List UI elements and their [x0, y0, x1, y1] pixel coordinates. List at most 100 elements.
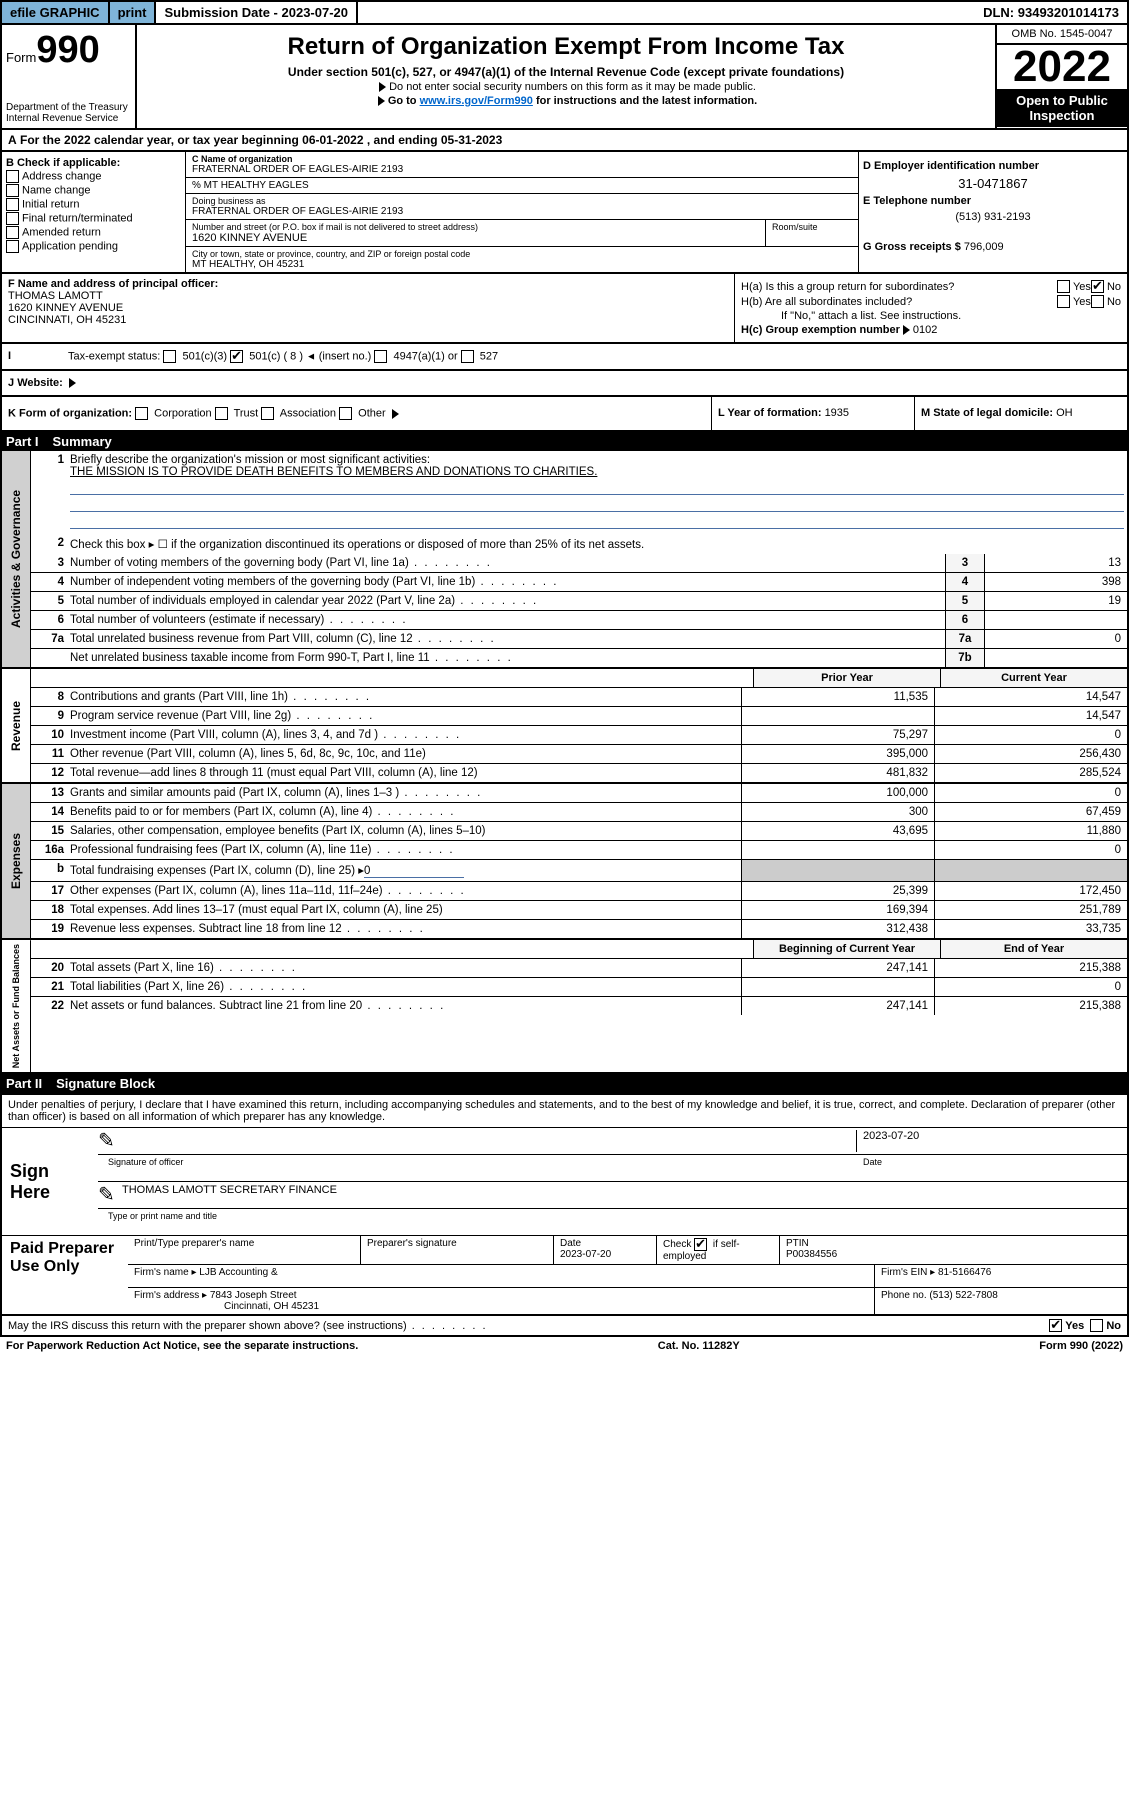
hb-label: H(b) Are all subordinates included? [741, 296, 1057, 308]
print-button[interactable]: print [110, 2, 157, 23]
cell-l: L Year of formation: 1935 [712, 397, 915, 430]
l21-prior [741, 978, 934, 996]
row-j-website: J Website: [0, 371, 1129, 397]
dba-label: Doing business as [192, 196, 852, 206]
l5-val: 19 [984, 592, 1127, 610]
l9-curr: 14,547 [934, 707, 1127, 725]
l8-curr: 14,547 [934, 688, 1127, 706]
checkbox-final[interactable] [6, 212, 19, 225]
side-ag: Activities & Governance [2, 451, 31, 667]
tax-year: 2022 [997, 45, 1127, 89]
formation-year: 1935 [825, 407, 849, 419]
firm-phone-label: Phone no. [881, 1290, 929, 1301]
firm-addr1: 7843 Joseph Street [210, 1290, 297, 1301]
form-word: Form [6, 50, 36, 65]
instr-1: Do not enter social security numbers on … [389, 81, 756, 93]
l22-prior: 247,141 [741, 997, 934, 1015]
header-right: OMB No. 1545-0047 2022 Open to Public In… [995, 25, 1127, 128]
cat-no: Cat. No. 11282Y [658, 1340, 740, 1352]
l16a-prior [741, 841, 934, 859]
final-return-label: Final return/terminated [22, 212, 133, 224]
l12-text: Total revenue—add lines 8 through 11 (mu… [67, 764, 741, 782]
l9-text: Program service revenue (Part VIII, line… [67, 707, 741, 725]
activities-governance: Activities & Governance 1 Briefly descri… [0, 451, 1129, 669]
l10-curr: 0 [934, 726, 1127, 744]
part-1-header: Part I Summary [0, 432, 1129, 451]
row-a-text: For the 2022 calendar year, or tax year … [20, 133, 302, 147]
instr-2b: for instructions and the latest informat… [533, 95, 757, 107]
row-a-mid: , and ending [364, 133, 441, 147]
l16a-text: Professional fundraising fees (Part IX, … [67, 841, 741, 859]
col-b-checkboxes: B Check if applicable: Address change Na… [2, 152, 186, 272]
l8-prior: 11,535 [741, 688, 934, 706]
cb-assoc[interactable] [261, 407, 274, 420]
discuss-no[interactable] [1090, 1319, 1103, 1332]
l13-prior: 100,000 [741, 784, 934, 802]
l19-curr: 33,735 [934, 920, 1127, 938]
ha-yes[interactable] [1057, 280, 1070, 293]
checkbox-initial[interactable] [6, 198, 19, 211]
self-check-label: Check [663, 1239, 691, 1250]
form-title: Return of Organization Exempt From Incom… [141, 33, 991, 61]
arrow-icon [392, 409, 399, 419]
side-rev: Revenue [2, 669, 31, 782]
o-501c3: 501(c)(3) [182, 350, 227, 362]
yes-label: Yes [1073, 281, 1091, 293]
tax-exempt-label: Tax-exempt status: [68, 350, 160, 362]
ha-no[interactable] [1091, 280, 1104, 293]
instr-2a: Go to [388, 95, 420, 107]
part-1-num: Part I [6, 434, 39, 449]
discuss-yes[interactable] [1049, 1319, 1062, 1332]
initial-return-label: Initial return [22, 198, 79, 210]
cb-501c3[interactable] [163, 350, 176, 363]
year-begin: 06-01-2022 [302, 133, 363, 147]
l20-prior: 247,141 [741, 959, 934, 977]
open-to-public: Open to Public Inspection [997, 89, 1127, 127]
officer-name-value: THOMAS LAMOTT SECRETARY FINANCE [122, 1184, 337, 1196]
l17-curr: 172,450 [934, 882, 1127, 900]
col-d-e-g: D Employer identification number 31-0471… [858, 152, 1127, 272]
l13-curr: 0 [934, 784, 1127, 802]
hb-yes[interactable] [1057, 295, 1070, 308]
checkbox-app[interactable] [6, 240, 19, 253]
m-label: M State of legal domicile: [921, 407, 1056, 419]
cb-corp[interactable] [135, 407, 148, 420]
prep-date-value: 2023-07-20 [560, 1249, 611, 1260]
cb-501c[interactable] [230, 350, 243, 363]
assoc-label: Association [280, 407, 336, 419]
l11-text: Other revenue (Part VIII, column (A), li… [67, 745, 741, 763]
col-b-header: B Check if applicable: [6, 157, 120, 169]
l10-prior: 75,297 [741, 726, 934, 744]
cb-other[interactable] [339, 407, 352, 420]
hb-no[interactable] [1091, 295, 1104, 308]
checkbox-address[interactable] [6, 170, 19, 183]
paid-preparer-label: Paid Preparer Use Only [2, 1236, 128, 1314]
l10-text: Investment income (Part VIII, column (A)… [67, 726, 741, 744]
col-f-officer: F Name and address of principal officer:… [2, 274, 734, 342]
dln-label: DLN: [983, 5, 1018, 20]
side-na: Net Assets or Fund Balances [2, 940, 31, 1072]
cb-4947[interactable] [374, 350, 387, 363]
domicile-state: OH [1056, 407, 1073, 419]
website-label: Website: [17, 377, 66, 389]
l7a-val: 0 [984, 630, 1127, 648]
ptin-value: P00384556 [786, 1249, 837, 1260]
checkbox-amended[interactable] [6, 226, 19, 239]
header-center: Return of Organization Exempt From Incom… [137, 25, 995, 128]
city-value: MT HEALTHY, OH 45231 [192, 259, 852, 270]
officer-name: THOMAS LAMOTT [8, 290, 103, 302]
form-990-footer: Form 990 (2022) [1039, 1340, 1123, 1352]
expenses-section: Expenses 13Grants and similar amounts pa… [0, 784, 1129, 940]
self-employed-checkbox[interactable] [694, 1238, 707, 1251]
irs-link[interactable]: www.irs.gov/Form990 [420, 95, 533, 107]
cb-trust[interactable] [215, 407, 228, 420]
l14-prior: 300 [741, 803, 934, 821]
cell-m: M State of legal domicile: OH [915, 397, 1127, 430]
amended-return-label: Amended return [22, 226, 101, 238]
arrow-icon [903, 325, 910, 335]
col-h-group: H(a) Is this a group return for subordin… [734, 274, 1127, 342]
l15-text: Salaries, other compensation, employee b… [67, 822, 741, 840]
l1-label: Briefly describe the organization's miss… [70, 454, 430, 466]
cb-527[interactable] [461, 350, 474, 363]
checkbox-name[interactable] [6, 184, 19, 197]
